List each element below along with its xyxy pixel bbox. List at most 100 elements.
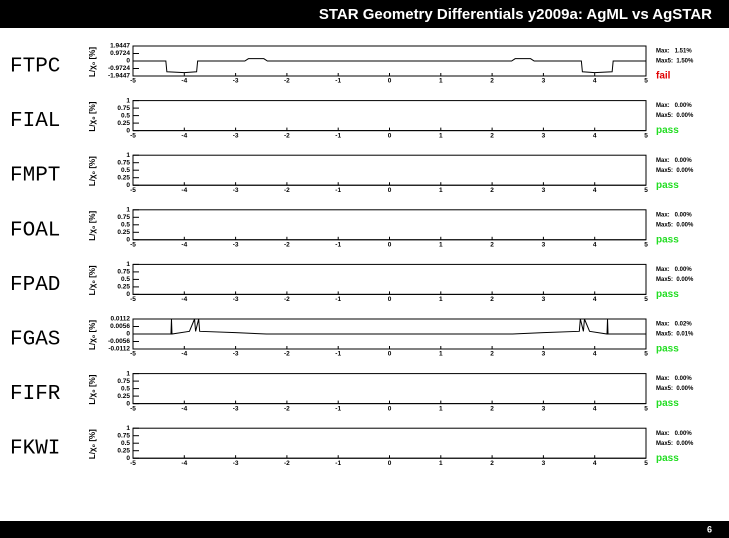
x-tick-label: -2: [284, 460, 290, 467]
y-tick-label: 0.5: [121, 222, 130, 229]
max-stat: Max: 0.00%: [656, 376, 692, 382]
x-tick-label: 3: [542, 242, 546, 249]
x-tick-label: 3: [542, 405, 546, 412]
y-tick-label: 1: [126, 207, 130, 214]
x-tick-label: 4: [593, 351, 597, 358]
y-tick-label: 0.25: [117, 447, 130, 454]
max-stat: Max: 1.51%: [656, 49, 692, 55]
x-tick-label: -4: [181, 405, 187, 412]
x-tick-label: -2: [284, 78, 290, 85]
y-tick-label: 0.75: [117, 432, 130, 439]
x-tick-label: 5: [644, 132, 648, 139]
x-tick-label: -1: [335, 78, 341, 85]
x-tick-label: 3: [542, 296, 546, 303]
x-tick-label: 4: [593, 187, 597, 194]
y-tick-label: 0.25: [117, 393, 130, 400]
y-tick-label: 1: [126, 152, 130, 159]
x-tick-label: -3: [233, 351, 239, 358]
y-axis-label: L/χ₀ [%]: [88, 429, 97, 459]
x-tick-label: 5: [644, 78, 648, 85]
x-tick-label: 1: [439, 351, 443, 358]
y-tick-label: -0.9724: [108, 65, 130, 72]
y-axis-label: L/χ₀ [%]: [88, 320, 97, 350]
y-tick-label: 0.75: [117, 214, 130, 221]
x-tick-label: 3: [542, 78, 546, 85]
x-tick-label: -3: [233, 296, 239, 303]
x-tick-label: 2: [490, 405, 494, 412]
max5-stat: Max5: 0.00%: [656, 441, 694, 447]
plot-frame: [132, 263, 647, 295]
x-tick-label: 2: [490, 132, 494, 139]
panel-name: FKWI: [10, 438, 60, 461]
x-tick-label: -5: [130, 296, 136, 303]
x-tick-label: -1: [335, 351, 341, 358]
y-tick-label: 0: [126, 127, 130, 134]
y-axis-label: L/χ₀ [%]: [88, 101, 97, 131]
max-stat: Max: 0.00%: [656, 103, 692, 109]
x-tick-label: -2: [284, 405, 290, 412]
x-tick-label: -1: [335, 242, 341, 249]
x-tick-label: -1: [335, 296, 341, 303]
x-tick-label: 4: [593, 296, 597, 303]
data-line: [133, 58, 646, 74]
y-tick-label: 0.25: [117, 284, 130, 291]
y-tick-label: 0.5: [121, 112, 130, 119]
y-tick-label: 0.75: [117, 105, 130, 112]
y-tick-label: 0.9724: [110, 50, 130, 57]
x-tick-label: -4: [181, 242, 187, 249]
x-tick-label: 1: [439, 460, 443, 467]
x-tick-label: -4: [181, 78, 187, 85]
y-tick-label: 0: [126, 291, 130, 298]
x-tick-label: 4: [593, 78, 597, 85]
status: pass: [656, 234, 679, 245]
max-stat: Max: 0.00%: [656, 431, 692, 437]
y-tick-label: 1: [126, 261, 130, 268]
x-tick-label: 0: [388, 187, 392, 194]
x-tick-label: -3: [233, 132, 239, 139]
page-number: 6: [707, 524, 712, 534]
y-tick-label: -0.0056: [108, 338, 130, 345]
panel-name: FGAS: [10, 329, 60, 352]
status: pass: [656, 398, 679, 409]
panel-name: FIAL: [10, 110, 60, 133]
x-tick-label: 2: [490, 187, 494, 194]
x-tick-label: -1: [335, 460, 341, 467]
x-tick-label: 1: [439, 296, 443, 303]
y-tick-label: 0.25: [117, 174, 130, 181]
max-stat: Max: 0.00%: [656, 158, 692, 164]
y-tick-label: 1: [126, 97, 130, 104]
x-tick-label: -4: [181, 351, 187, 358]
x-tick-label: 2: [490, 460, 494, 467]
x-tick-label: 0: [388, 405, 392, 412]
x-tick-label: -3: [233, 242, 239, 249]
y-tick-label: 0.5: [121, 385, 130, 392]
max5-stat: Max5: 0.00%: [656, 222, 694, 228]
y-tick-label: 0.5: [121, 276, 130, 283]
max5-stat: Max5: 0.01%: [656, 332, 694, 338]
x-tick-label: -3: [233, 78, 239, 85]
x-tick-label: 5: [644, 351, 648, 358]
status: pass: [656, 453, 679, 464]
x-tick-label: 3: [542, 187, 546, 194]
x-tick-label: -3: [233, 405, 239, 412]
x-tick-label: -5: [130, 351, 136, 358]
x-tick-label: -2: [284, 296, 290, 303]
x-tick-label: 1: [439, 187, 443, 194]
x-tick-label: 0: [388, 296, 392, 303]
plot-frame: [132, 209, 647, 241]
x-tick-label: 1: [439, 405, 443, 412]
y-tick-label: 0.5: [121, 440, 130, 447]
x-tick-label: 1: [439, 242, 443, 249]
x-tick-label: 5: [644, 460, 648, 467]
x-tick-label: 2: [490, 296, 494, 303]
max5-stat: Max5: 0.00%: [656, 386, 694, 392]
max5-stat: Max5: 1.50%: [656, 59, 694, 65]
max5-stat: Max5: 0.00%: [656, 277, 694, 283]
status: pass: [656, 289, 679, 300]
max-stat: Max: 0.00%: [656, 267, 692, 273]
x-tick-label: -2: [284, 132, 290, 139]
panel-name: FTPC: [10, 56, 60, 79]
panel-name: FMPT: [10, 165, 60, 188]
y-tick-label: 0.0112: [110, 316, 130, 323]
x-tick-label: -5: [130, 405, 136, 412]
